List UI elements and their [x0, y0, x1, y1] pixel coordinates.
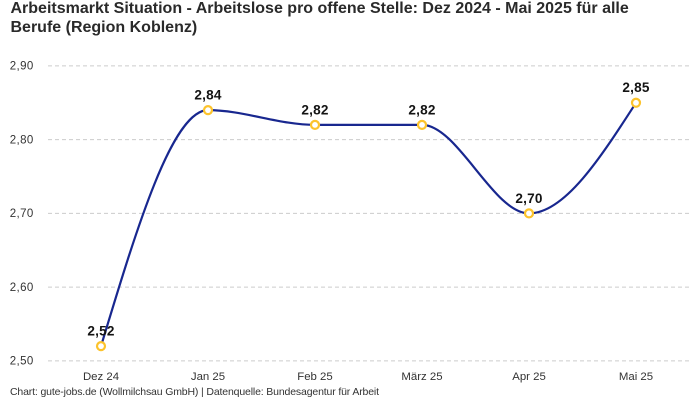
svg-text:Apr 25: Apr 25: [512, 371, 546, 383]
svg-text:Jan 25: Jan 25: [191, 371, 225, 383]
svg-text:2,82: 2,82: [301, 102, 328, 117]
svg-text:2,70: 2,70: [10, 208, 34, 220]
svg-text:2,80: 2,80: [10, 134, 34, 146]
svg-text:2,90: 2,90: [10, 61, 34, 73]
svg-text:2,70: 2,70: [515, 191, 542, 206]
svg-text:2,85: 2,85: [622, 80, 649, 95]
svg-text:2,82: 2,82: [408, 102, 435, 117]
svg-text:März 25: März 25: [401, 371, 442, 383]
svg-text:Dez 24: Dez 24: [83, 371, 119, 383]
svg-text:Mai 25: Mai 25: [619, 371, 653, 383]
svg-text:2,84: 2,84: [194, 88, 221, 103]
svg-text:2,50: 2,50: [10, 356, 34, 368]
svg-text:Feb 25: Feb 25: [297, 371, 332, 383]
svg-text:2,52: 2,52: [87, 324, 114, 339]
svg-text:2,60: 2,60: [10, 282, 34, 294]
